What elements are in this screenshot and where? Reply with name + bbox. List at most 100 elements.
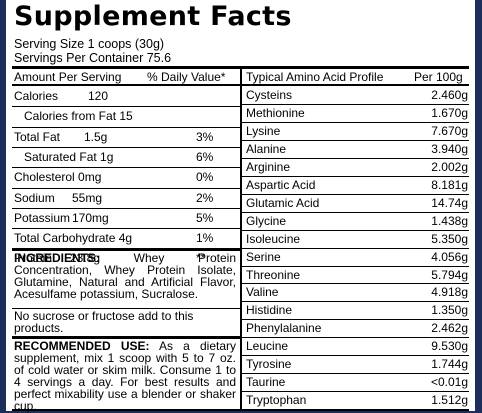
amino-row-rule [242, 175, 469, 177]
nutrient-daily-value: 3% [196, 129, 214, 144]
amino-acid-name: Serine [246, 249, 281, 264]
amino-row-rule [242, 139, 469, 141]
amino-acid-value: 2.462g [431, 321, 468, 336]
recommended-use-block: RECOMMENDED USE: As a dietary supplement… [14, 340, 236, 412]
amino-acid-name: Tryptophan [246, 393, 307, 408]
nutrient-name: Protein [14, 251, 53, 266]
amino-acid-value: 4.918g [431, 285, 468, 300]
amino-acid-value: 7.670g [431, 123, 468, 138]
amount-per-serving-header: Amount Per Serving [14, 70, 122, 84]
amino-row-rule [242, 373, 469, 375]
amino-acid-name: Phenylalanine [246, 321, 322, 336]
nutrient-row-rule [12, 228, 240, 230]
amino-acid-value: <0.01g [430, 375, 468, 390]
amino-row-rule [242, 265, 469, 267]
amino-acid-value: 8.181g [431, 177, 468, 192]
nutrient-daily-value: 0% [196, 170, 214, 185]
serving-size: Serving Size 1 coops (30g) [14, 37, 165, 51]
nutrient-name: Total Carbohydrate 4g [14, 231, 133, 246]
amino-acid-name: Taurine [246, 375, 286, 390]
amino-acid-name: Lysine [246, 123, 281, 138]
nutrient-name: Calories [14, 89, 59, 103]
amino-acid-value: 9.530g [431, 339, 468, 354]
amino-row-rule [242, 211, 469, 213]
amino-acid-name: Alanine [246, 141, 287, 156]
nutrient-row-rule [12, 207, 240, 209]
amino-row-rule [242, 121, 469, 123]
column-divider [240, 69, 242, 411]
amino-acid-value: 1.350g [431, 303, 468, 318]
amino-acid-value: 1.744g [431, 357, 468, 372]
amino-row-rule [242, 229, 469, 231]
amino-acid-value: 2.002g [431, 159, 468, 174]
amino-acid-value: 5.350g [431, 231, 468, 246]
top-thick-rule [12, 66, 469, 69]
amino-row-rule [242, 103, 469, 105]
amino-acid-name: Threonine [246, 267, 301, 282]
nutrient-amount: 1.5g [84, 129, 108, 144]
amino-acid-name: Valine [246, 285, 279, 300]
amino-row-rule [242, 283, 469, 285]
nutrient-amount: 55mg [72, 190, 103, 205]
recommended-rule [12, 336, 240, 339]
amino-row-rule [242, 247, 469, 249]
bottom-rule [12, 409, 469, 411]
amino-acid-name: Cysteins [246, 88, 293, 102]
daily-value-header: % Daily Value* [147, 70, 226, 84]
nutrient-daily-value: 5% [196, 210, 214, 225]
nutrient-row-rule [12, 146, 240, 148]
amino-row-rule [242, 337, 469, 339]
amino-acid-value: 5.794g [431, 267, 468, 282]
nutrient-name: Sodium [14, 190, 55, 205]
amino-row-rule [242, 193, 469, 195]
nutrient-amount: 23.8g [70, 251, 101, 266]
nutrient-amount: 120 [88, 89, 109, 103]
nutrient-name: Saturated Fat 1g [24, 149, 114, 164]
nutrient-daily-value: ** [196, 251, 206, 266]
supplement-facts-panel: Supplement Facts Serving Size 1 coops (3… [6, 0, 475, 412]
amino-acid-value: 14.74g [431, 195, 468, 210]
ingredients-text: Whey Protein Concentration, Whey Protein… [14, 251, 236, 301]
amino-acid-name: Methionine [246, 105, 305, 120]
per-100g-header: Per 100g [414, 70, 463, 84]
nutrient-name: Potassium [14, 210, 71, 225]
nutrient-name: Cholesterol 0mg [14, 170, 102, 185]
amino-acid-value: 1.670g [431, 105, 468, 120]
nutrient-daily-value: 1% [196, 231, 214, 246]
nutrient-row-rule [12, 167, 240, 169]
amino-row-rule [242, 319, 469, 321]
ingredients-rule [12, 248, 240, 251]
amino-row-rule [242, 301, 469, 303]
label-title: Supplement Facts [14, 1, 292, 32]
amino-acid-name: Aspartic Acid [246, 177, 316, 192]
amino-acid-name: Arginine [246, 159, 291, 174]
nutrient-row-rule [12, 126, 240, 128]
amino-acid-value: 1.438g [431, 213, 468, 228]
nutrient-daily-value: 6% [196, 149, 214, 164]
amino-acid-value: 2.460g [431, 88, 468, 102]
nutrient-name: Calories from Fat 15 [24, 109, 133, 124]
amino-row-rule [242, 391, 469, 393]
amino-acid-name: Glutamic Acid [246, 195, 320, 210]
no-sucrose-note: No sucrose or fructose add to this produ… [14, 309, 194, 335]
ingredients-bottom-rule [12, 308, 240, 309]
amino-acid-name: Histidine [246, 303, 293, 318]
nutrient-row-rule [12, 187, 240, 189]
recommended-use-text: As a dietary supplement, mix 1 scoop wit… [14, 339, 237, 413]
amino-acid-name: Leucine [246, 339, 289, 354]
ingredients-block: INGREDIENTS: Whey Protein Concentration,… [14, 252, 236, 308]
servings-per-container: Servings Per Container 75.6 [14, 51, 172, 65]
amino-acid-value: 1.512g [431, 393, 468, 408]
amino-acid-name: Glycine [246, 213, 287, 228]
amino-acid-value: 3.940g [431, 141, 468, 156]
nutrient-daily-value: 2% [196, 190, 214, 205]
amino-acid-value: 4.056g [431, 249, 468, 264]
ingredients-heading: INGREDIENTS: [14, 251, 101, 265]
nutrient-row-rule [12, 106, 240, 108]
nutrient-name: Total Fat [14, 129, 61, 144]
recommended-use-heading: RECOMMENDED USE: [14, 339, 150, 353]
amino-acid-name: Tyrosine [246, 357, 292, 372]
amino-profile-header: Typical Amino Acid Profile [246, 70, 384, 84]
nutrient-amount: 170mg [72, 210, 109, 225]
amino-row-rule [242, 157, 469, 159]
